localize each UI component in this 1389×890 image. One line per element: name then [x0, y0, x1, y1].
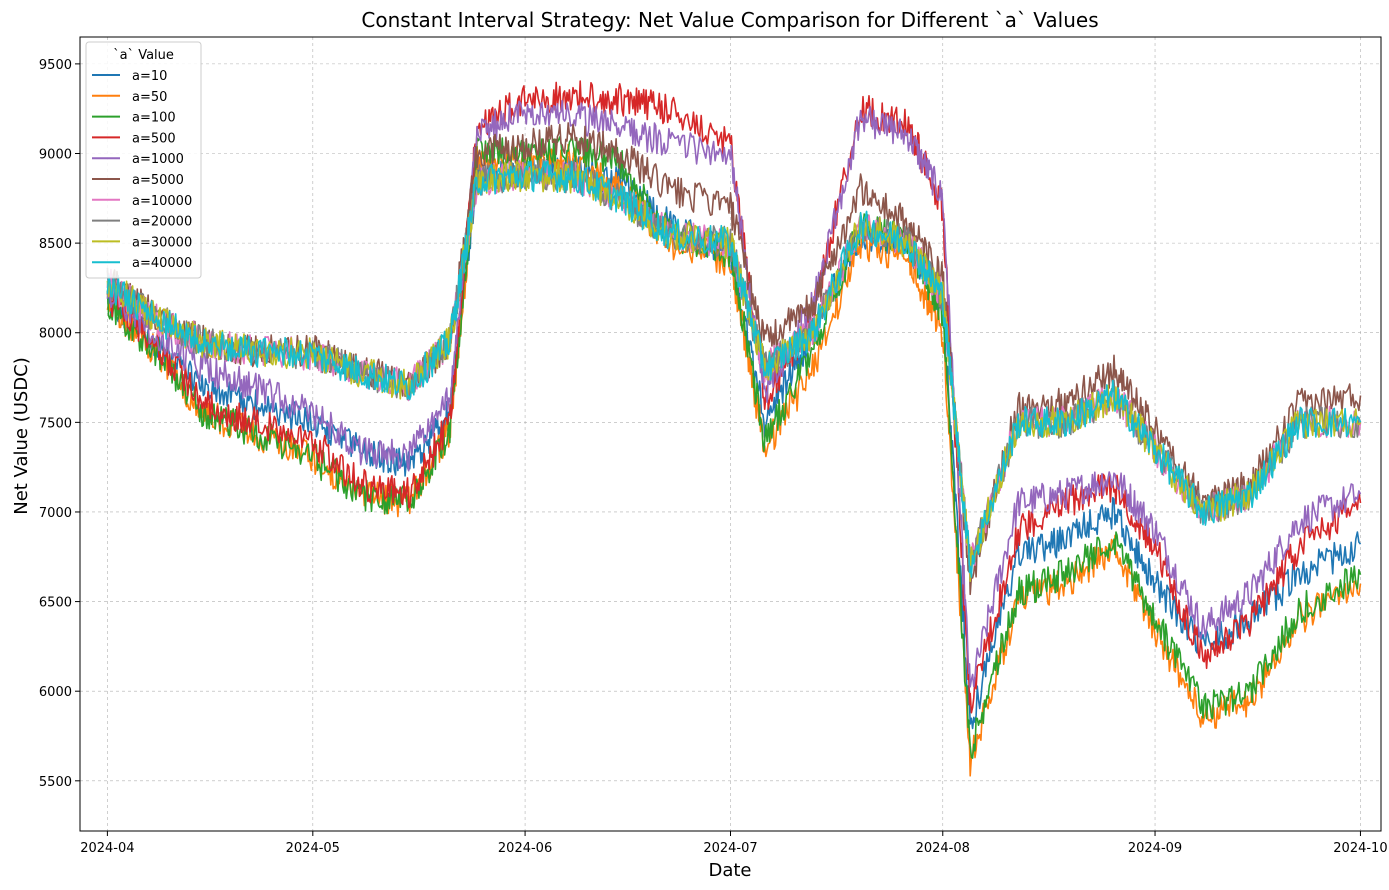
- legend: `a` Value a=10 a=50 a=100 a=500 a=1000 a=5000 a…: [85, 41, 202, 279]
- x-tick-label: 2024-05: [286, 841, 340, 856]
- x-tick-label: 2024-07: [703, 841, 757, 856]
- series-lines: [106, 80, 1362, 777]
- x-tick-label: 2024-06: [498, 841, 552, 856]
- y-tick-label: 8000: [39, 327, 72, 342]
- x-axis-label: Date: [708, 860, 751, 881]
- y-axis-label: Net Value (USDC): [11, 357, 32, 515]
- x-tick-label: 2024-10: [1333, 841, 1387, 856]
- y-tick-label: 7000: [39, 506, 72, 521]
- legend-label: a=10: [132, 69, 167, 84]
- x-tick-label: 2024-04: [80, 841, 134, 856]
- x-tick-label: 2024-08: [916, 841, 970, 856]
- legend-label: a=5000: [132, 173, 184, 188]
- y-tick-label: 6000: [39, 685, 72, 700]
- legend-label: a=100: [132, 111, 176, 126]
- y-tick-label: 7500: [39, 416, 72, 431]
- legend-label: a=50: [132, 90, 167, 105]
- legend-label: a=500: [132, 131, 176, 146]
- y-axis-ticks: 5500 6000 6500 7000 7500 8000 8500 9000 9500: [39, 58, 80, 790]
- y-tick-label: 9500: [39, 58, 72, 73]
- legend-label: a=40000: [132, 256, 192, 271]
- legend-title: `a` Value: [113, 48, 174, 63]
- y-tick-label: 6500: [39, 596, 72, 611]
- legend-label: a=30000: [132, 235, 192, 250]
- y-tick-label: 9000: [39, 148, 72, 163]
- chart-title: Constant Interval Strategy: Net Value Co…: [361, 8, 1098, 32]
- legend-label: a=1000: [132, 152, 184, 167]
- legend-label: a=10000: [132, 194, 192, 209]
- series-line-a-40000: [106, 160, 1362, 578]
- y-tick-label: 5500: [39, 775, 72, 790]
- legend-label: a=20000: [132, 215, 192, 230]
- x-axis-ticks: 2024-04 2024-05 2024-06 2024-07 2024-08 2024-…: [80, 831, 1388, 856]
- legend-box: [85, 41, 202, 279]
- y-tick-label: 8500: [39, 237, 72, 252]
- series-line-a-100: [106, 134, 1362, 759]
- x-tick-label: 2024-09: [1128, 841, 1182, 856]
